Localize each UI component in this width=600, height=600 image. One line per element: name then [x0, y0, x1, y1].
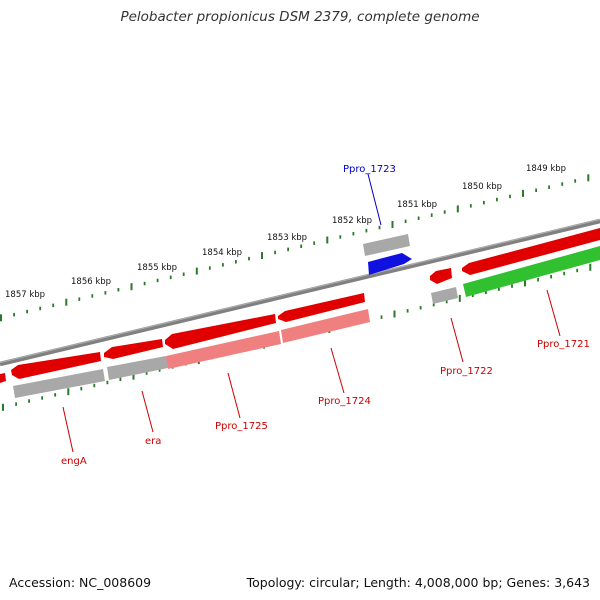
- leader-line: [367, 173, 382, 226]
- gene-box-gray[interactable]: [13, 369, 105, 398]
- gene-label-ppro-1724[interactable]: Ppro_1724: [318, 396, 371, 407]
- scale-label: 1850 kbp: [462, 182, 502, 192]
- gene-box-pink[interactable]: [281, 309, 370, 343]
- scale-label: 1855 kbp: [137, 263, 177, 273]
- gene-labels: Ppro_1723 Ppro_1721 Ppro_1722 Ppro_1724 …: [61, 164, 590, 467]
- genome-backbone: [0, 218, 600, 367]
- leader-line: [62, 406, 74, 453]
- scale-label: 1849 kbp: [526, 164, 566, 174]
- scale-label: 1852 kbp: [332, 216, 372, 226]
- leader-line: [227, 372, 241, 419]
- leader-line: [330, 347, 345, 394]
- leader-line: [450, 317, 464, 363]
- forward-strand: [0, 228, 600, 383]
- gene-box-gray[interactable]: [431, 287, 458, 304]
- scale-label: 1851 kbp: [397, 200, 437, 210]
- gene-box-gray[interactable]: [107, 356, 168, 380]
- label-leaders: [62, 173, 561, 453]
- gene-label-ppro-1723[interactable]: Ppro_1723: [343, 164, 396, 175]
- gene-box-pink[interactable]: [166, 331, 281, 369]
- gene-box-gray[interactable]: [363, 234, 410, 256]
- gene-label-enga[interactable]: engA: [61, 456, 87, 467]
- scale-label: 1856 kbp: [71, 277, 111, 287]
- gene-arrow-red[interactable]: [11, 352, 101, 379]
- gene-label-era[interactable]: era: [145, 436, 161, 447]
- gene-label-ppro-1722[interactable]: Ppro_1722: [440, 366, 493, 377]
- reverse-strand: [13, 246, 600, 398]
- genome-summary-text: Topology: circular; Length: 4,008,000 bp…: [246, 575, 590, 590]
- gene-arrow-red[interactable]: [430, 268, 452, 284]
- accession-text: Accession: NC_008609: [9, 575, 152, 590]
- genome-backbone-highlight: [0, 219, 600, 363]
- gene-arrow-red[interactable]: [104, 339, 163, 359]
- outer-tick-ring: [0, 174, 590, 322]
- gene-arrow-red[interactable]: [165, 314, 276, 349]
- leader-line: [546, 289, 561, 337]
- map-title: Pelobacter propionicus DSM 2379, complet…: [120, 9, 480, 25]
- gene-arrow-red[interactable]: [278, 293, 365, 322]
- gene-label-ppro-1725[interactable]: Ppro_1725: [215, 421, 268, 432]
- gene-label-ppro-1721[interactable]: Ppro_1721: [537, 339, 590, 350]
- gene-arrow-red[interactable]: [0, 373, 6, 383]
- scale-label: 1853 kbp: [267, 233, 307, 243]
- gene-box-green[interactable]: [463, 246, 600, 297]
- gene-arrow-blue[interactable]: [368, 253, 412, 275]
- scale-labels: 1857 kbp 1856 kbp 1855 kbp 1854 kbp 1853…: [5, 164, 566, 300]
- scale-label: 1857 kbp: [5, 290, 45, 300]
- scale-label: 1854 kbp: [202, 248, 242, 258]
- leader-line: [141, 390, 154, 433]
- gene-arrow-red[interactable]: [462, 228, 600, 275]
